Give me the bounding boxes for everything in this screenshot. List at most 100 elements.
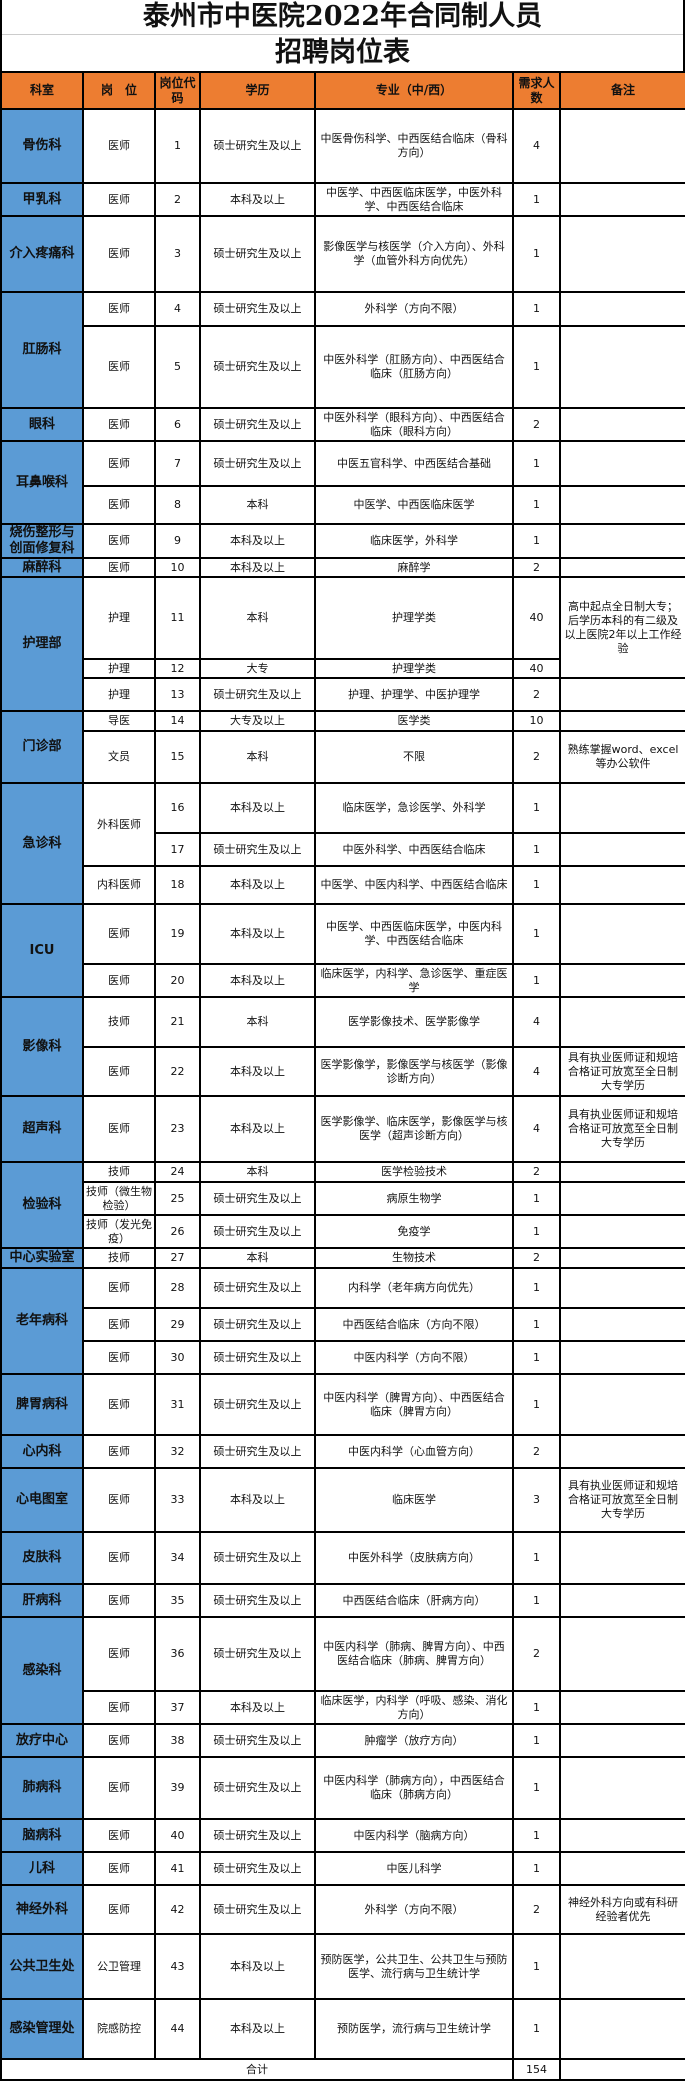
remark-cell: [559, 677, 685, 712]
code-cell: 32: [154, 1434, 201, 1469]
code-cell: 25: [154, 1181, 201, 1216]
count-cell: 1: [512, 1756, 561, 1820]
major-cell: 中医内科学（心血管方向）: [314, 1434, 514, 1469]
column-header-position: 岗 位: [82, 71, 156, 110]
position-cell: 医师: [82, 557, 156, 578]
remark-cell: 神经外科方向或有科研经验者优先: [559, 1884, 685, 1935]
code-cell: 28: [154, 1267, 201, 1309]
education-cell: 硕士研究生及以上: [199, 407, 316, 442]
code-cell: 7: [154, 440, 201, 487]
table-row: 护理部 护理 11 本科 护理学类 40 高中起点全日制大专；后学历本科的有二级及以上医院2…: [0, 576, 685, 712]
code-cell: 20: [154, 963, 201, 998]
department-cell: 老年病科: [0, 1267, 84, 1375]
major-cell: 不限: [314, 730, 514, 784]
position-cell: 技师: [82, 1247, 156, 1269]
count-cell: 2: [512, 1884, 561, 1935]
code-cell: 43: [154, 1933, 201, 2000]
major-cell: 中医骨伤科学、中西医结合临床（骨科方向）: [314, 108, 514, 184]
education-cell: 本科及以上: [199, 1998, 316, 2060]
education-cell: 硕士研究生及以上: [199, 1756, 316, 1820]
remark-cell: [559, 557, 685, 578]
remark-cell: [559, 523, 685, 559]
remark-cell: [559, 865, 685, 905]
count-cell: 1: [512, 1340, 561, 1375]
major-cell: 临床医学，外科学: [314, 523, 514, 559]
remark-cell: 具有执业医师证和规培合格证可放宽至全日制大专学历: [559, 1046, 685, 1097]
position-cell: 医师: [82, 1884, 156, 1935]
major-cell: 中医学、中西医临床医学: [314, 485, 514, 525]
count-cell: 4: [512, 996, 561, 1048]
code-cell: 18: [154, 865, 201, 905]
education-cell: 本科及以上: [199, 782, 316, 834]
remark-cell: [559, 1340, 685, 1375]
table-row: 文员 15 本科 不限 2 熟练掌握word、excel等办公软件: [1, 730, 685, 784]
table-row: 医师 37 本科及以上 临床医学，内科学（呼吸、感染、消化方向） 1: [1, 1690, 685, 1725]
total-row: 合计 154: [0, 2058, 685, 2081]
remark-cell: [559, 1181, 685, 1216]
position-cell: 外科医师: [82, 782, 156, 867]
position-cell: 医师: [82, 1531, 156, 1585]
remark-cell: [559, 325, 685, 409]
table-row: 感染管理处 院感防控 44 本科及以上 预防医学，流行病与卫生统计学 1: [0, 1998, 685, 2060]
table-row: 护理 13 硕士研究生及以上 护理、护理学、中医护理学 2: [1, 677, 685, 712]
count-cell: 2: [512, 677, 561, 712]
count-cell: 1: [512, 903, 561, 965]
department-cell: 护理部: [0, 576, 84, 712]
column-header-remark: 备注: [559, 71, 685, 110]
education-cell: 硕士研究生及以上: [199, 1373, 316, 1436]
count-cell: 2: [512, 1616, 561, 1692]
department-cell: 急诊科: [0, 782, 84, 905]
table-row: 神经外科 医师 42 硕士研究生及以上 外科学（方向不限） 2 神经外科方向或有科研经验者优…: [0, 1884, 685, 1935]
position-cell: 医师: [82, 1818, 156, 1853]
table-row: 公共卫生处 公卫管理 43 本科及以上 预防医学，公共卫生、公共卫生与预防医学、流行病与…: [0, 1933, 685, 2000]
table-row: 脾胃病科 医师 31 硕士研究生及以上 中医内科学（脾胃方向）、中西医结合临床（脾胃方向…: [0, 1373, 685, 1436]
table-row: 技师（微生物检验） 25 硕士研究生及以上 病原生物学 1: [1, 1181, 685, 1216]
page-subtitle: 招聘岗位表: [275, 37, 410, 68]
code-cell: 6: [154, 407, 201, 442]
position-cell: 导医: [82, 710, 156, 732]
table-row: 耳鼻喉科 医师 7 硕士研究生及以上 中医五官科学、中西医结合基础 1: [0, 440, 685, 525]
department-cell: 肛肠科: [0, 291, 84, 409]
position-cell: 护理: [82, 677, 156, 712]
position-cell: 医师: [82, 903, 156, 965]
code-cell: 24: [154, 1161, 201, 1183]
remark-cell: [559, 1434, 685, 1469]
position-cell: 医师: [82, 963, 156, 998]
remark-cell: [559, 1851, 685, 1886]
education-cell: 硕士研究生及以上: [199, 215, 316, 293]
remark-cell: 高中起点全日制大专；后学历本科的有二级及以上医院2年以上工作经验: [559, 576, 685, 679]
education-cell: 大专及以上: [199, 710, 316, 732]
education-cell: 硕士研究生及以上: [199, 832, 316, 867]
department-cell: 儿科: [0, 1851, 84, 1886]
education-cell: 本科及以上: [199, 865, 316, 905]
position-cell: 医师: [82, 1467, 156, 1533]
count-cell: 1: [512, 865, 561, 905]
education-cell: 硕士研究生及以上: [199, 1340, 316, 1375]
education-cell: 硕士研究生及以上: [199, 1616, 316, 1692]
position-cell: 护理: [82, 658, 156, 679]
code-cell: 40: [154, 1818, 201, 1853]
remark-cell: [559, 996, 685, 1048]
count-cell: 2: [512, 1434, 561, 1469]
code-cell: 34: [154, 1531, 201, 1585]
major-cell: 临床医学，急诊医学、外科学: [314, 782, 514, 834]
major-cell: 中医学、中西医临床医学，中医内科学、中西医结合临床: [314, 903, 514, 965]
department-cell: 影像科: [0, 996, 84, 1097]
code-cell: 37: [154, 1690, 201, 1725]
table-row: 医师 20 本科及以上 临床医学，内科学、急诊医学、重症医学 1: [1, 963, 685, 998]
count-cell: 1: [512, 1373, 561, 1436]
major-cell: 中医儿科学: [314, 1851, 514, 1886]
count-cell: 1: [512, 782, 561, 834]
table-row: 烧伤整形与创面修复科 医师 9 本科及以上 临床医学，外科学 1: [0, 523, 685, 559]
position-cell: 医师: [82, 1046, 156, 1097]
code-cell: 11: [154, 576, 201, 660]
remark-cell: [559, 1373, 685, 1436]
table-row: 骨伤科 医师 1 硕士研究生及以上 中医骨伤科学、中西医结合临床（骨科方向） 4: [0, 108, 685, 184]
education-cell: 硕士研究生及以上: [199, 1583, 316, 1618]
count-cell: 1: [512, 963, 561, 998]
table-row: 心内科 医师 32 硕士研究生及以上 中医内科学（心血管方向） 2: [0, 1434, 685, 1469]
count-cell: 1: [512, 215, 561, 293]
remark-cell: [559, 1583, 685, 1618]
remark-cell: 具有执业医师证和规培合格证可放宽至全日制大专学历: [559, 1095, 685, 1163]
count-cell: 1: [512, 1181, 561, 1216]
